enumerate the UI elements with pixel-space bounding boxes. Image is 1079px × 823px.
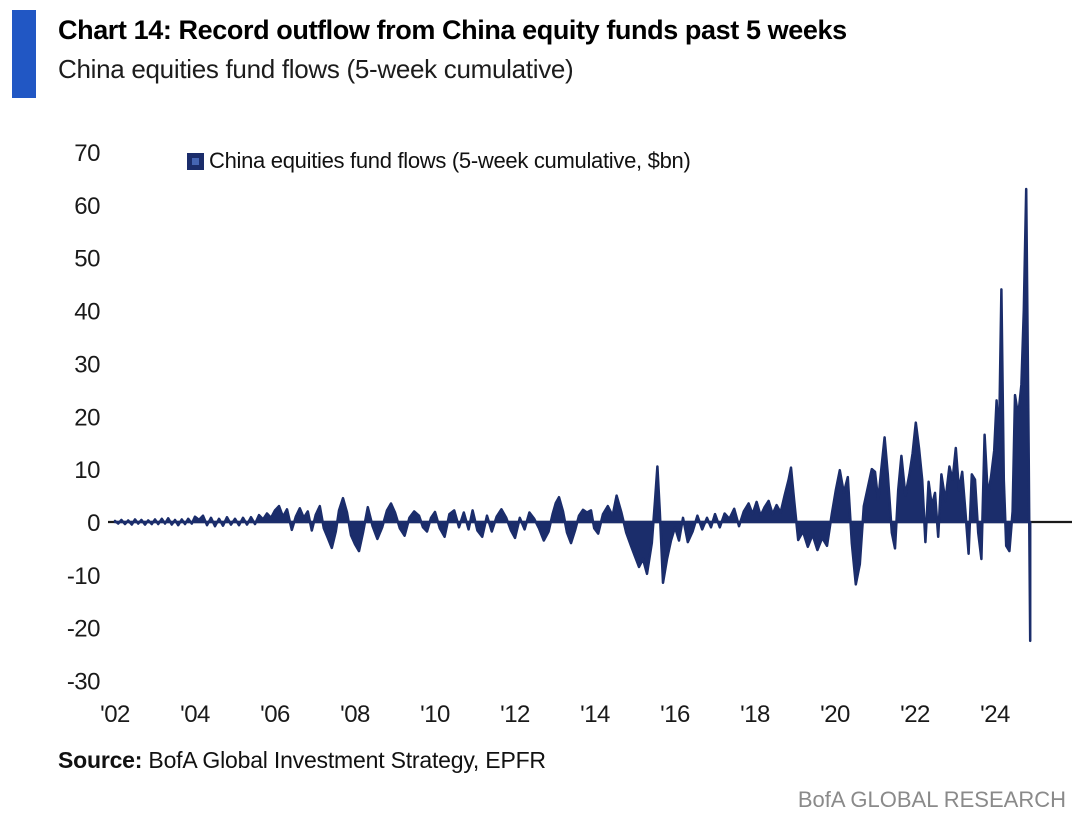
legend-label: China equities fund flows (5-week cumula… — [209, 148, 691, 173]
source-prefix: Source: — [58, 747, 143, 773]
x-tick-label: '24 — [980, 701, 1010, 728]
y-tick-label: 60 — [74, 193, 100, 220]
y-tick-label: -30 — [67, 669, 100, 696]
chart-subtitle: China equities fund flows (5-week cumula… — [58, 54, 574, 84]
y-tick-label: 40 — [74, 299, 100, 326]
x-tick-label: '08 — [340, 701, 370, 728]
y-tick-label: 10 — [74, 457, 100, 484]
x-tick-label: '04 — [180, 701, 210, 728]
legend-square-inner-icon — [192, 157, 199, 165]
y-tick-label: 0 — [87, 510, 100, 537]
x-tick-label: '18 — [740, 701, 770, 728]
y-tick-label: 30 — [74, 351, 100, 378]
x-tick-label: '22 — [900, 701, 930, 728]
x-tick-label: '02 — [100, 701, 130, 728]
source-text: BofA Global Investment Strategy, EPFR — [142, 747, 546, 773]
brand-footer: BofA GLOBAL RESEARCH — [797, 787, 1066, 812]
x-tick-label: '16 — [660, 701, 690, 728]
legend: China equities fund flows (5-week cumula… — [187, 148, 691, 174]
y-tick-label: 70 — [74, 140, 100, 167]
legend-square-icon — [187, 152, 204, 170]
flows-series-area — [113, 187, 1032, 643]
title-accent-bar — [12, 10, 36, 98]
x-tick-label: '06 — [260, 701, 290, 728]
x-tick-label: '20 — [820, 701, 850, 728]
x-tick-label: '14 — [580, 701, 610, 728]
source-line: Source: BofA Global Investment Strategy,… — [58, 747, 546, 774]
chart-title: Chart 14: Record outflow from China equi… — [58, 15, 847, 45]
y-tick-label: 20 — [74, 404, 100, 431]
x-tick-label: '10 — [420, 701, 450, 728]
y-tick-label: -10 — [67, 563, 100, 590]
y-tick-label: -20 — [67, 616, 100, 643]
x-tick-label: '12 — [500, 701, 530, 728]
y-tick-label: 50 — [74, 246, 100, 273]
